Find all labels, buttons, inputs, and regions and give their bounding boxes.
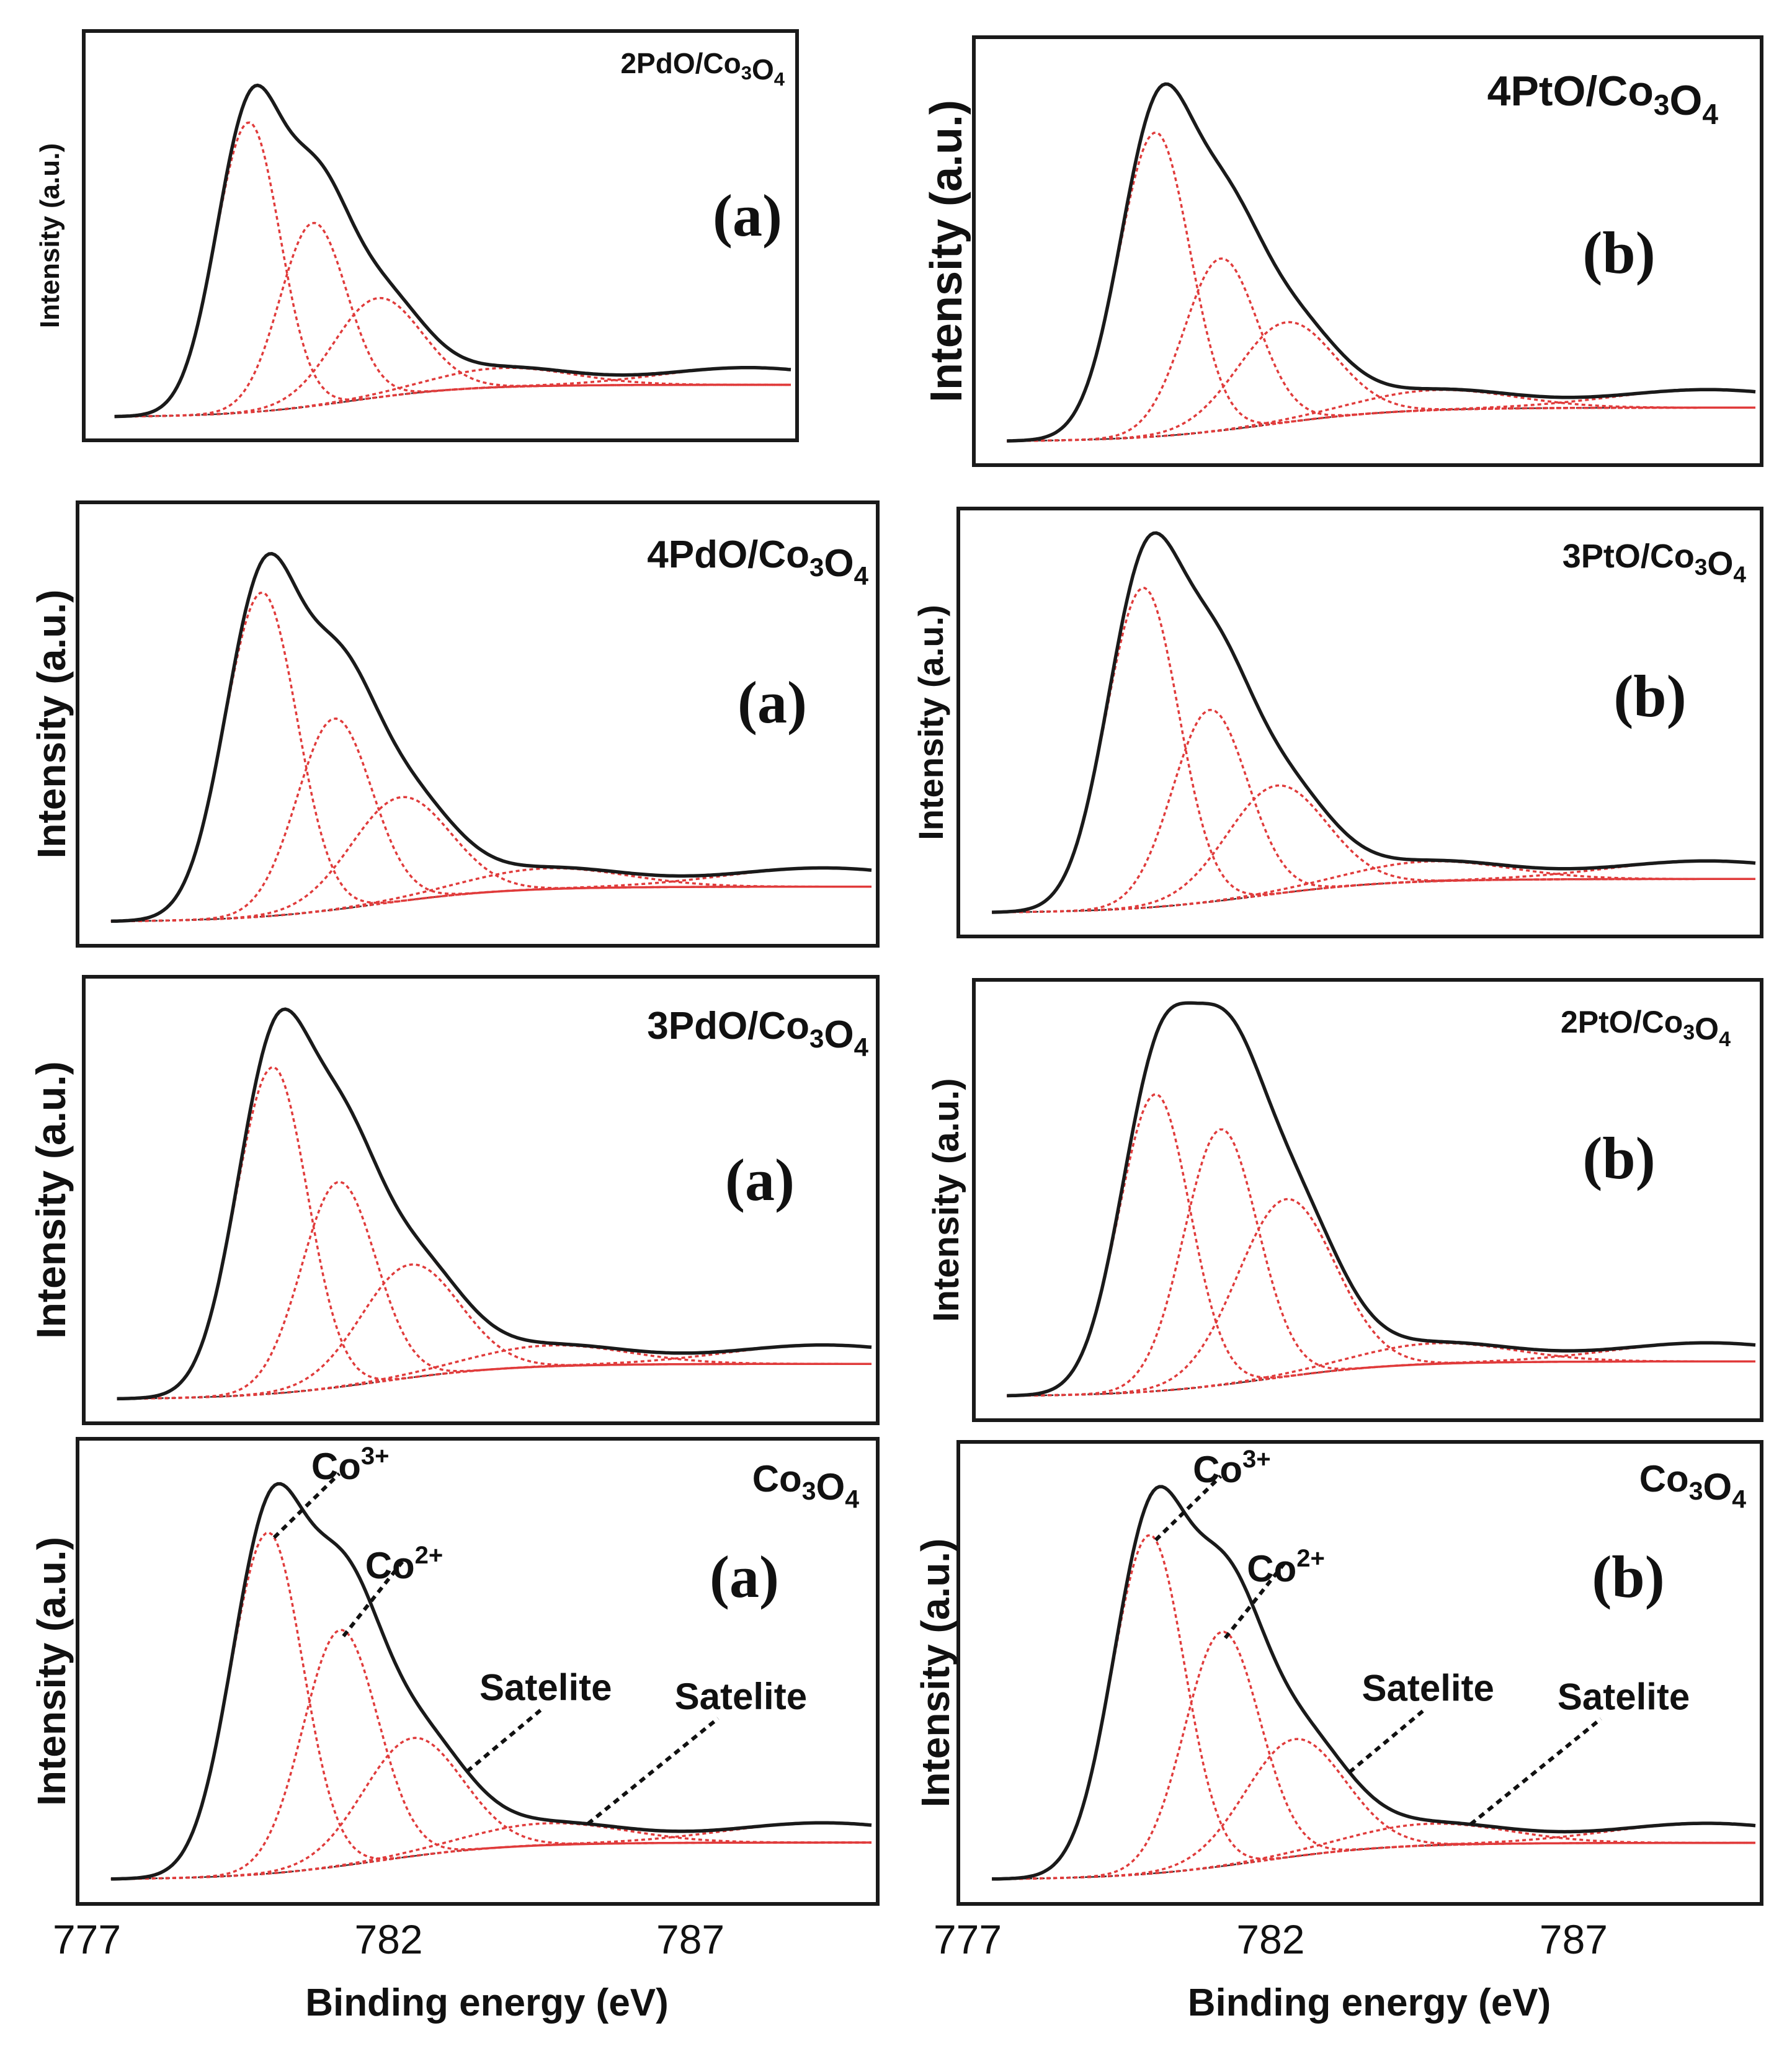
panel-title: 3PtO/Co3O4 (1562, 538, 1747, 587)
co2-label: Co2+ (1247, 1545, 1325, 1589)
envelope-curve (1007, 82, 1756, 443)
fit-component-1 (110, 1531, 871, 1880)
x-axis-label: Binding energy (eV) (305, 1981, 669, 2024)
panel-title: 2PtO/Co3O4 (1561, 1005, 1731, 1051)
panel-frame (76, 500, 880, 948)
panel-3: 4PdO/Co3O4 (a) Intensity (a.u.) (29, 500, 880, 948)
satellite-label-2: Satelite (1558, 1676, 1690, 1718)
envelope-curve (110, 1482, 872, 1881)
y-axis-label: Intensity (a.u.) (911, 605, 950, 840)
fit-component-3 (110, 1736, 871, 1880)
panel-title: Co3O4 (1639, 1458, 1746, 1513)
panel-tag: (a) (713, 182, 782, 249)
fit-component-5 (1007, 388, 1756, 442)
y-axis-label: Intensity (a.u.) (35, 143, 65, 328)
satellite-arrow-1 (466, 1708, 543, 1773)
satellite-label-1: Satelite (1362, 1668, 1494, 1709)
panel-frame (972, 35, 1763, 467)
y-axis-label: Intensity (a.u.) (29, 590, 74, 859)
panel-1: 2PdO/Co3O4 (a) Intensity (a.u.) (35, 29, 799, 442)
x-tick-label: 787 (1540, 1916, 1608, 1962)
panel-frame (76, 1437, 880, 1906)
fit-component-2 (110, 1629, 871, 1880)
co2-arrow (1223, 1562, 1286, 1640)
envelope-curve (992, 531, 1756, 914)
satellite-label-1: Satelite (479, 1666, 612, 1708)
envelope-curve (114, 83, 791, 419)
fit-component-4 (992, 860, 1755, 914)
fit-component-5 (992, 1822, 1756, 1880)
panel-tag: (b) (1613, 663, 1686, 729)
envelope-curve (992, 1485, 1756, 1881)
panel-title: Co3O4 (752, 1458, 859, 1513)
satellite-arrow-2 (1469, 1717, 1602, 1826)
panel-frame (972, 978, 1763, 1422)
fit-component-4 (110, 867, 871, 923)
satellite-label-2: Satelite (675, 1676, 807, 1717)
fit-component-5 (992, 860, 1756, 914)
panel-5: 3PdO/Co3O4 (a) Intensity (a.u.) (28, 975, 880, 1425)
panel-8: Co3O4 (b) Intensity (a.u.) Co3+ Co2+ Satelite… (913, 1440, 1763, 2024)
x-tick-label: 782 (354, 1916, 422, 1962)
panel-frame (82, 29, 799, 442)
panel-title: 2PdO/Co3O4 (620, 47, 785, 90)
panel-tag: (b) (1582, 1125, 1655, 1191)
panel-title: 3PdO/Co3O4 (647, 1005, 868, 1062)
panel-frame (82, 975, 880, 1425)
panel-tag: (a) (725, 1147, 795, 1213)
panel-tag: (b) (1582, 220, 1655, 286)
panel-tag: (a) (738, 669, 807, 736)
y-axis-label: Intensity (a.u.) (29, 1537, 74, 1806)
co2-label: Co2+ (365, 1542, 444, 1586)
envelope-curve (1007, 1001, 1756, 1398)
panel-frame (956, 507, 1763, 938)
satellite-arrow-1 (1348, 1709, 1425, 1774)
x-tick-label: 777 (934, 1916, 1002, 1962)
fit-component-5 (1007, 1341, 1756, 1397)
panel-tag: (a) (710, 1544, 779, 1610)
satellite-arrow-2 (586, 1717, 720, 1826)
panel-title: 4PdO/Co3O4 (647, 533, 868, 590)
y-axis-label: Intensity (a.u.) (913, 1539, 958, 1808)
x-axis-label: Binding energy (eV) (1188, 1981, 1551, 2024)
fit-component-4 (110, 1822, 871, 1880)
panel-6: 2PtO/Co3O4 (b) Intensity (a.u.) (926, 978, 1763, 1422)
co3-arrow (1154, 1475, 1223, 1542)
y-axis-label: Intensity (a.u.) (922, 100, 971, 402)
panel-frame (956, 1440, 1763, 1906)
y-axis-label: Intensity (a.u.) (926, 1078, 966, 1322)
co3-label: Co3+ (311, 1443, 390, 1487)
x-tick-label: 777 (53, 1916, 121, 1962)
panel-2: 4PtO/Co3O4 (b) Intensity (a.u.) (922, 35, 1763, 467)
envelope-curve (117, 1007, 872, 1401)
panel-7: Co3O4 (a) Intensity (a.u.) Co3+ Co2+ Satelite… (29, 1437, 880, 2024)
co3-arrow (272, 1472, 341, 1539)
envelope-curve (110, 552, 872, 923)
panel-tag: (b) (1592, 1544, 1664, 1610)
panels: 2PdO/Co3O4 (a) Intensity (a.u.) 4PtO/Co3O4 (… (28, 29, 1763, 2024)
fit-component-3 (110, 796, 871, 923)
co2-arrow (342, 1560, 404, 1638)
x-tick-label: 787 (656, 1916, 724, 1962)
y-axis-label: Intensity (a.u.) (28, 1061, 74, 1338)
panel-4: 3PtO/Co3O4 (b) Intensity (a.u.) (911, 507, 1763, 938)
co3-label: Co3+ (1193, 1446, 1271, 1490)
fit-component-4 (992, 1822, 1755, 1880)
x-tick-label: 782 (1236, 1916, 1304, 1962)
fit-component-5 (114, 367, 791, 418)
panel-title: 4PtO/Co3O4 (1487, 68, 1719, 130)
